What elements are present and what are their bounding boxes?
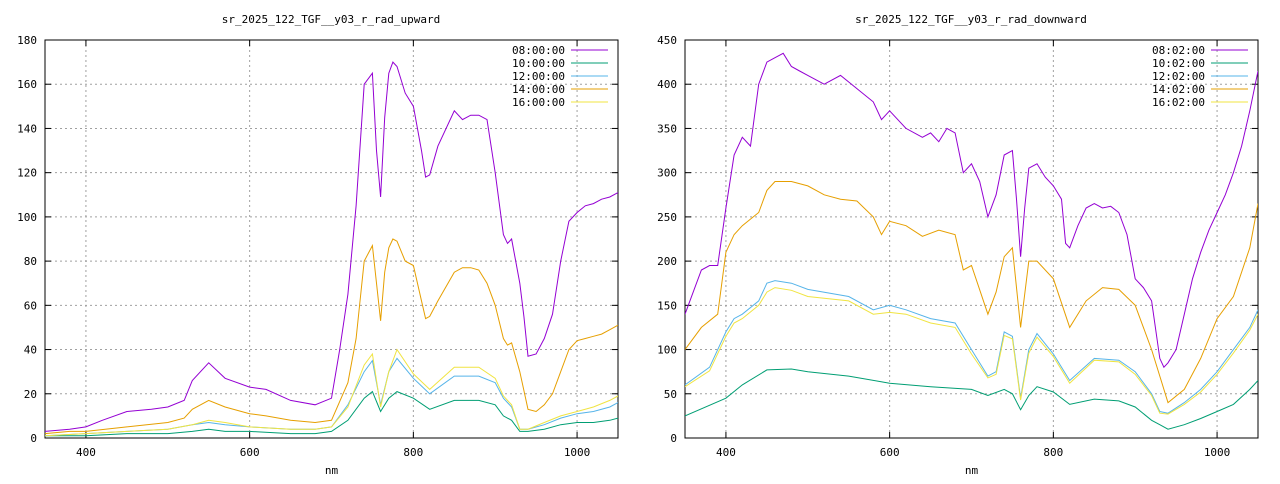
legend-label: 10:00:00 — [512, 57, 565, 70]
y-tick-label: 250 — [657, 211, 677, 224]
x-tick-label: 400 — [716, 446, 736, 459]
legend-label: 08:02:00 — [1152, 44, 1205, 57]
y-tick-label: 100 — [657, 344, 677, 357]
legend-label: 12:02:00 — [1152, 70, 1205, 83]
chart-panel-1: 0 20 40 60 80 100 120 140 160 180 400 600 800 1000 sr_… — [17, 13, 619, 477]
y-tick-label: 150 — [657, 299, 677, 312]
y-tick-label: 400 — [657, 78, 677, 91]
y-tick-label: 40 — [24, 344, 37, 357]
x-tick-label: 800 — [1043, 446, 1063, 459]
chart-title: sr_2025_122_TGF__y03_r_rad_downward — [855, 13, 1087, 26]
y-tick-label: 450 — [657, 34, 677, 47]
x-axis-label: nm — [325, 464, 339, 477]
series-line-080200 — [685, 52, 1258, 369]
y-tick-label: 300 — [657, 167, 677, 180]
x-tick-label: 1000 — [1204, 446, 1231, 459]
series-line-120000 — [45, 357, 618, 437]
series-line-160000 — [45, 348, 618, 437]
x-tick-label: 400 — [76, 446, 96, 459]
series-line-100000 — [45, 390, 618, 437]
plot-frame — [684, 39, 1259, 439]
legend-label: 16:02:00 — [1152, 96, 1205, 109]
series-line-140200 — [685, 181, 1258, 404]
series-line-140000 — [45, 238, 618, 435]
y-tick-label: 0 — [30, 432, 37, 445]
legend-label: 10:02:00 — [1152, 57, 1205, 70]
y-tick-label: 80 — [24, 255, 37, 268]
plot-frame — [44, 39, 619, 439]
y-tick-label: 60 — [24, 299, 37, 312]
y-tick-label: 50 — [664, 388, 677, 401]
legend-label: 08:00:00 — [512, 44, 565, 57]
series-line-120200 — [685, 280, 1258, 414]
legend-label: 14:02:00 — [1152, 83, 1205, 96]
y-tick-label: 200 — [657, 255, 677, 268]
series-line-100200 — [685, 368, 1258, 430]
x-tick-label: 600 — [880, 446, 900, 459]
y-tick-label: 20 — [24, 388, 37, 401]
x-tick-label: 800 — [403, 446, 423, 459]
legend-label: 16:00:00 — [512, 96, 565, 109]
x-axis-label: nm — [965, 464, 979, 477]
y-tick-label: 350 — [657, 122, 677, 135]
x-tick-label: 1000 — [564, 446, 591, 459]
y-tick-label: 100 — [17, 211, 37, 224]
legend-label: 12:00:00 — [512, 70, 565, 83]
y-tick-label: 120 — [17, 167, 37, 180]
chart-panel-2: 0 50 100 150 200 250 300 350 400 450 400 600 800 1000… — [657, 13, 1259, 477]
x-tick-label: 600 — [240, 446, 260, 459]
legend-label: 14:00:00 — [512, 83, 565, 96]
y-tick-label: 0 — [670, 432, 677, 445]
y-tick-label: 160 — [17, 78, 37, 91]
chart-title: sr_2025_122_TGF__y03_r_rad_upward — [222, 13, 441, 26]
series-line-080000 — [45, 61, 618, 432]
series-line-160200 — [685, 287, 1258, 415]
y-tick-label: 140 — [17, 122, 37, 135]
y-tick-label: 180 — [17, 34, 37, 47]
